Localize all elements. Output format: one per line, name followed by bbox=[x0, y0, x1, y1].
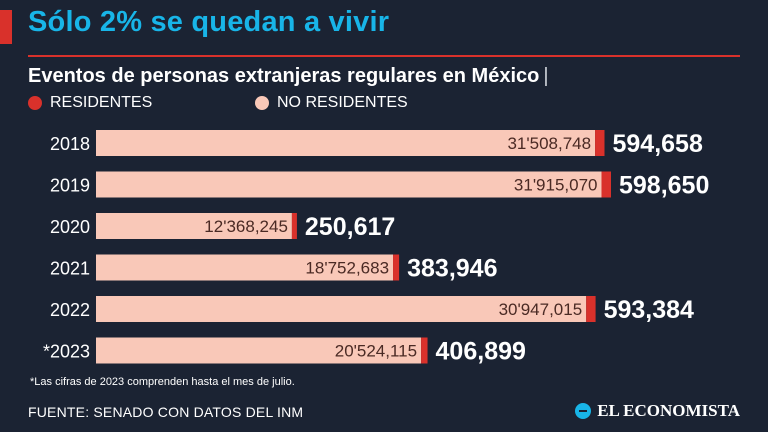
category-label: 2021 bbox=[50, 259, 90, 279]
legend-swatch-residentes bbox=[28, 96, 42, 110]
data-label-residentes: 598,650 bbox=[619, 172, 709, 200]
data-label-no-residentes: 20'524,115 bbox=[335, 342, 417, 361]
stacked-bar-chart: 2018 31'508,748 594,658 2019 31'915,070 598,6… bbox=[43, 130, 709, 366]
category-label: 2020 bbox=[50, 217, 90, 237]
bar-no-residentes bbox=[96, 337, 422, 364]
category-label: 2022 bbox=[50, 300, 90, 320]
category-label: *2023 bbox=[43, 342, 90, 362]
title-divider bbox=[28, 55, 740, 57]
legend-label-residentes: RESIDENTES bbox=[50, 94, 153, 111]
bar-no-residentes bbox=[96, 254, 394, 281]
data-label-residentes: 250,617 bbox=[305, 213, 395, 241]
bar-residentes bbox=[393, 254, 400, 281]
data-label-residentes: 593,384 bbox=[604, 296, 694, 324]
legend-item-no-residentes: NO RESIDENTES bbox=[255, 94, 408, 112]
bar-residentes bbox=[595, 130, 605, 156]
chart-subtitle-text: Eventos de personas extranjeras regulare… bbox=[28, 65, 540, 87]
data-label-no-residentes: 31'508,748 bbox=[507, 134, 591, 153]
bar-residentes bbox=[601, 171, 611, 198]
brand-name: EL ECONOMISTA bbox=[597, 401, 740, 420]
category-label: 2018 bbox=[50, 134, 90, 154]
bar-no-residentes bbox=[96, 213, 292, 239]
data-label-residentes: 594,658 bbox=[613, 130, 703, 158]
category-label: 2019 bbox=[50, 176, 90, 196]
data-label-no-residentes: 12'368,245 bbox=[204, 217, 288, 236]
brand-icon bbox=[575, 403, 592, 419]
bar-no-residentes bbox=[96, 296, 587, 322]
title-accent-bar bbox=[0, 10, 12, 44]
brand-logo: EL ECONOMISTA bbox=[575, 401, 740, 421]
legend-item-residentes: RESIDENTES bbox=[28, 94, 152, 112]
data-label-residentes: 383,946 bbox=[407, 255, 497, 283]
subtitle-cursor: | bbox=[543, 65, 549, 87]
data-label-residentes: 406,899 bbox=[436, 338, 526, 366]
legend-label-no-residentes: NO RESIDENTES bbox=[277, 94, 408, 111]
bar-residentes bbox=[586, 296, 596, 322]
bar-residentes bbox=[291, 213, 297, 239]
data-label-no-residentes: 18'752,683 bbox=[305, 259, 389, 278]
legend-swatch-no-residentes bbox=[255, 96, 269, 110]
source-note: FUENTE: SENADO CON DATOS DEL INM bbox=[28, 404, 304, 420]
page-title: Sólo 2% se quedan a vivir bbox=[28, 6, 390, 38]
data-label-no-residentes: 30'947,015 bbox=[499, 300, 583, 319]
bar-no-residentes bbox=[96, 171, 602, 198]
chart-subtitle: Eventos de personas extranjeras regulare… bbox=[28, 65, 549, 88]
bar-residentes bbox=[421, 337, 428, 364]
footnote: *Las cifras de 2023 comprenden hasta el … bbox=[30, 376, 295, 388]
data-label-no-residentes: 31'915,070 bbox=[514, 176, 598, 195]
bar-no-residentes bbox=[96, 130, 596, 156]
